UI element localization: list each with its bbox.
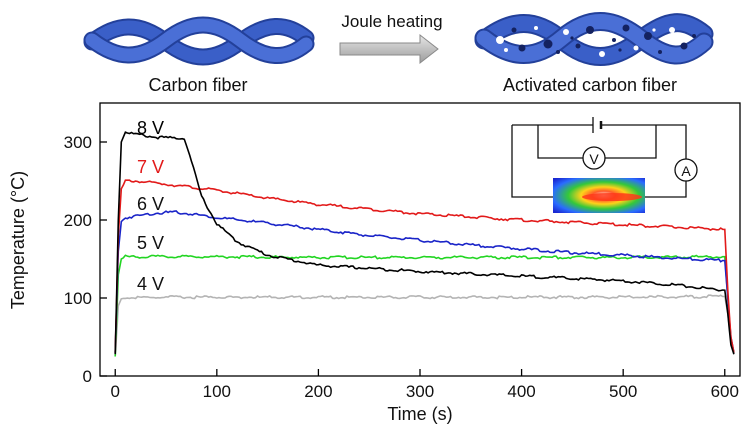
y-tick-label: 0 xyxy=(83,367,92,386)
pore-dot xyxy=(511,27,517,33)
series-label: 5 V xyxy=(137,233,164,253)
ammeter-symbol: A xyxy=(681,163,691,179)
pore-dot xyxy=(622,24,630,32)
pore-dot xyxy=(633,45,639,51)
series-group xyxy=(114,131,735,357)
pore-dot xyxy=(543,39,553,49)
pore-dot xyxy=(644,32,652,40)
pore-dot xyxy=(496,36,504,44)
x-tick-label: 300 xyxy=(406,382,434,401)
series-label: 7 V xyxy=(137,157,164,177)
pore-dot xyxy=(658,50,662,54)
x-tick-label: 200 xyxy=(304,382,332,401)
y-tick-label: 300 xyxy=(64,133,92,152)
x-tick-label: 100 xyxy=(203,382,231,401)
x-tick-label: 500 xyxy=(609,382,637,401)
series-label: 8 V xyxy=(137,118,164,138)
x-axis-label: Time (s) xyxy=(387,404,452,424)
series-line-6v xyxy=(114,210,735,353)
pore-dot xyxy=(586,26,594,34)
y-tick-label: 100 xyxy=(64,289,92,308)
series-label: 4 V xyxy=(137,274,164,294)
series-line-8v xyxy=(114,131,735,355)
series-line-5v xyxy=(114,254,735,357)
carbon-fiber-label: Carbon fiber xyxy=(148,75,247,95)
series-line-4v xyxy=(114,294,735,357)
process-arrow xyxy=(339,33,439,65)
pore-dot xyxy=(556,50,560,54)
pore-dot xyxy=(692,34,696,38)
activated-carbon-fiber-label: Activated carbon fiber xyxy=(503,75,677,95)
pore-dot xyxy=(518,44,526,52)
voltmeter-symbol: V xyxy=(589,151,599,167)
pore-dot xyxy=(504,48,508,52)
pore-dot xyxy=(599,51,605,57)
x-tick-label: 0 xyxy=(111,382,120,401)
pore-dot xyxy=(575,43,581,49)
ammeter-icon: A xyxy=(674,158,698,182)
series-labels: 8 V 7 V 6 V 5 V 4 V xyxy=(137,118,164,294)
x-tick-label: 600 xyxy=(711,382,739,401)
pore-dot xyxy=(563,29,569,35)
x-tick-label: 400 xyxy=(507,382,535,401)
y-tick-label: 200 xyxy=(64,211,92,230)
pore-dot xyxy=(612,38,616,42)
process-label: Joule heating xyxy=(341,12,442,31)
series-line-7v xyxy=(114,179,735,353)
pore-dot xyxy=(570,36,574,40)
pore-dot xyxy=(680,42,688,50)
pore-dot xyxy=(534,26,538,30)
x-axis-ticks: 0 100 200 300 400 500 600 xyxy=(111,369,739,401)
fiber-pores xyxy=(496,24,696,57)
carbon-fiber-illustration xyxy=(83,16,315,66)
voltmeter-icon: V xyxy=(582,146,606,170)
chart: 0 100 200 300 0 100 200 300 400 500 600 8 V 7 V 6 V… xyxy=(8,102,741,424)
series-label: 6 V xyxy=(137,194,164,214)
pore-dot xyxy=(652,28,656,32)
y-axis-ticks: 0 100 200 300 xyxy=(64,133,107,386)
pore-dot xyxy=(618,48,622,52)
activated-carbon-fiber-illustration xyxy=(474,12,714,66)
thermal-image xyxy=(553,178,645,213)
pore-dot xyxy=(669,27,675,33)
y-axis-label: Temperature (°C) xyxy=(8,171,28,309)
